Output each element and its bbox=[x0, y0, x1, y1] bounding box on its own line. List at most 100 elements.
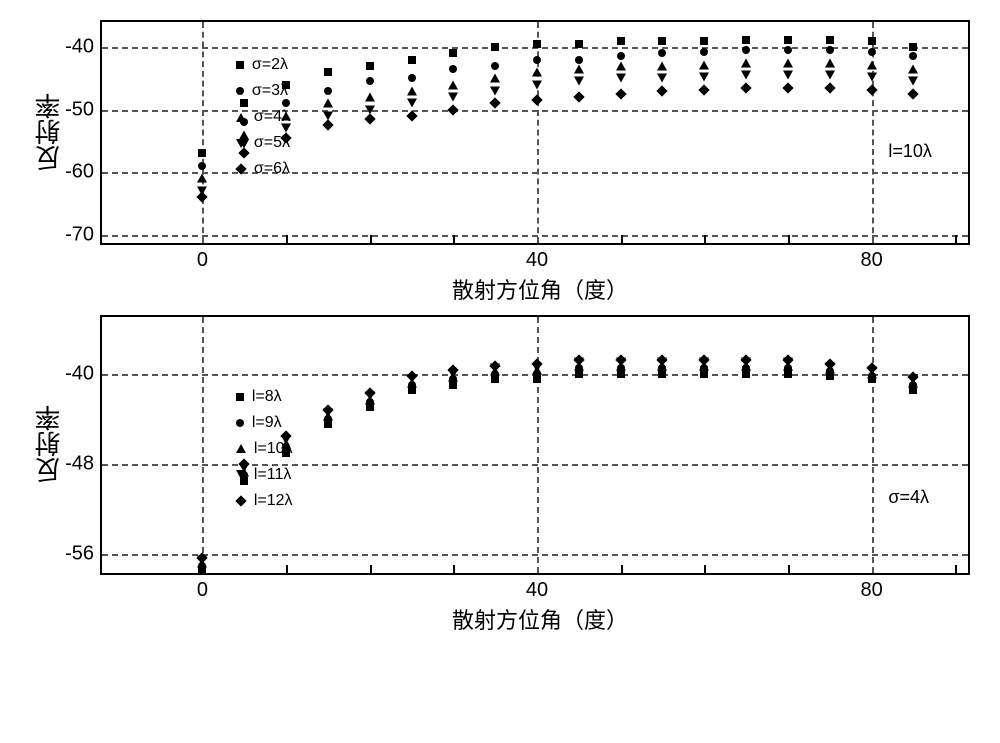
data-marker bbox=[408, 56, 416, 64]
data-marker bbox=[324, 87, 332, 95]
data-marker bbox=[490, 98, 501, 109]
data-marker bbox=[657, 85, 668, 96]
data-marker bbox=[364, 113, 375, 124]
data-marker bbox=[616, 74, 626, 83]
legend-row: l=8λ bbox=[236, 385, 293, 409]
data-marker bbox=[323, 99, 333, 108]
chart2-wrap: 反射率 l=8λl=9λl=10λl=11λl=12λσ=4λ -40-48-5… bbox=[100, 315, 980, 575]
legend-label: σ=2λ bbox=[252, 53, 288, 77]
legend-marker-icon bbox=[235, 495, 246, 506]
data-marker bbox=[782, 82, 793, 93]
data-marker bbox=[867, 60, 877, 69]
y-tick-label: -40 bbox=[65, 362, 94, 385]
x-minor-tick bbox=[453, 235, 455, 243]
y-tick-label: -40 bbox=[65, 36, 94, 59]
data-marker bbox=[909, 52, 917, 60]
y-tick-label: -50 bbox=[65, 98, 94, 121]
x-minor-tick bbox=[370, 235, 372, 243]
data-marker bbox=[198, 149, 206, 157]
legend-row: σ=6λ bbox=[236, 157, 290, 181]
data-marker bbox=[658, 37, 666, 45]
data-marker bbox=[197, 174, 207, 183]
data-marker bbox=[699, 84, 710, 95]
data-marker bbox=[908, 64, 918, 73]
y-tick-label: -60 bbox=[65, 161, 94, 184]
data-marker bbox=[742, 36, 750, 44]
data-marker bbox=[741, 58, 751, 67]
data-marker bbox=[657, 74, 667, 83]
legend-row: σ=4λ bbox=[236, 105, 290, 129]
chart1-ylabel: 反射率 bbox=[30, 93, 67, 171]
y-tick-label: -48 bbox=[65, 452, 94, 475]
data-marker bbox=[824, 82, 835, 93]
data-marker bbox=[533, 56, 541, 64]
legend-row: l=10λ bbox=[236, 437, 293, 461]
data-marker bbox=[575, 40, 583, 48]
data-marker bbox=[449, 65, 457, 73]
legend-label: l=10λ bbox=[254, 437, 293, 461]
data-marker bbox=[448, 80, 458, 89]
data-marker bbox=[491, 43, 499, 51]
chart-annotation: σ=4λ bbox=[888, 487, 929, 508]
x-tick-label: 80 bbox=[860, 579, 882, 602]
data-marker bbox=[531, 94, 542, 105]
data-marker bbox=[783, 58, 793, 67]
data-marker bbox=[615, 88, 626, 99]
data-marker bbox=[699, 60, 709, 69]
legend-marker-icon bbox=[236, 444, 246, 453]
grid-line-h bbox=[102, 235, 968, 237]
data-marker bbox=[784, 36, 792, 44]
data-marker bbox=[408, 74, 416, 82]
chart2-plot-area: l=8λl=9λl=10λl=11λl=12λ σ=4λ bbox=[102, 317, 968, 573]
data-marker bbox=[658, 49, 666, 57]
data-marker bbox=[868, 37, 876, 45]
x-minor-tick bbox=[621, 565, 623, 573]
chart1-xlabel: 散射方位角（度） bbox=[452, 273, 628, 305]
legend-row: l=11λ bbox=[236, 463, 293, 487]
legend-marker-icon bbox=[235, 164, 246, 175]
data-marker bbox=[574, 64, 584, 73]
data-marker bbox=[657, 61, 667, 70]
x-tick-label: 40 bbox=[526, 249, 548, 272]
data-marker bbox=[740, 82, 751, 93]
x-minor-tick bbox=[955, 565, 957, 573]
legend-marker-icon bbox=[236, 470, 246, 479]
data-marker bbox=[617, 37, 625, 45]
data-marker bbox=[909, 43, 917, 51]
x-tick-label: 80 bbox=[860, 249, 882, 272]
legend: l=8λl=9λl=10λl=11λl=12λ bbox=[236, 385, 293, 515]
data-marker bbox=[574, 77, 584, 86]
data-marker bbox=[741, 71, 751, 80]
data-marker bbox=[491, 62, 499, 70]
chart-annotation: l=10λ bbox=[888, 141, 932, 162]
data-marker bbox=[908, 77, 918, 86]
x-minor-tick bbox=[788, 565, 790, 573]
data-marker bbox=[448, 93, 458, 102]
data-marker bbox=[573, 91, 584, 102]
x-tick-label: 40 bbox=[526, 579, 548, 602]
data-marker bbox=[908, 88, 919, 99]
data-marker bbox=[448, 104, 459, 115]
x-tick-label: 0 bbox=[197, 249, 208, 272]
grid-line-h bbox=[102, 110, 968, 112]
data-marker bbox=[406, 110, 417, 121]
legend-label: σ=3λ bbox=[252, 79, 288, 103]
legend-label: σ=5λ bbox=[254, 131, 290, 155]
data-marker bbox=[198, 162, 206, 170]
x-minor-tick bbox=[788, 235, 790, 243]
data-marker bbox=[490, 74, 500, 83]
legend-label: l=8λ bbox=[252, 385, 282, 409]
legend-marker-icon bbox=[236, 393, 244, 401]
data-marker bbox=[783, 71, 793, 80]
data-marker bbox=[366, 62, 374, 70]
legend-marker-icon bbox=[236, 139, 246, 148]
chart2-xlabel: 散射方位角（度） bbox=[452, 603, 628, 635]
chart1-plot-area: σ=2λσ=3λσ=4λσ=5λσ=6λ l=10λ bbox=[102, 22, 968, 243]
x-minor-tick bbox=[453, 565, 455, 573]
legend-row: σ=2λ bbox=[236, 53, 290, 77]
data-marker bbox=[449, 49, 457, 57]
grid-line-v bbox=[537, 317, 539, 573]
legend-label: σ=6λ bbox=[254, 157, 290, 181]
legend-label: l=11λ bbox=[254, 463, 292, 487]
data-marker bbox=[825, 58, 835, 67]
